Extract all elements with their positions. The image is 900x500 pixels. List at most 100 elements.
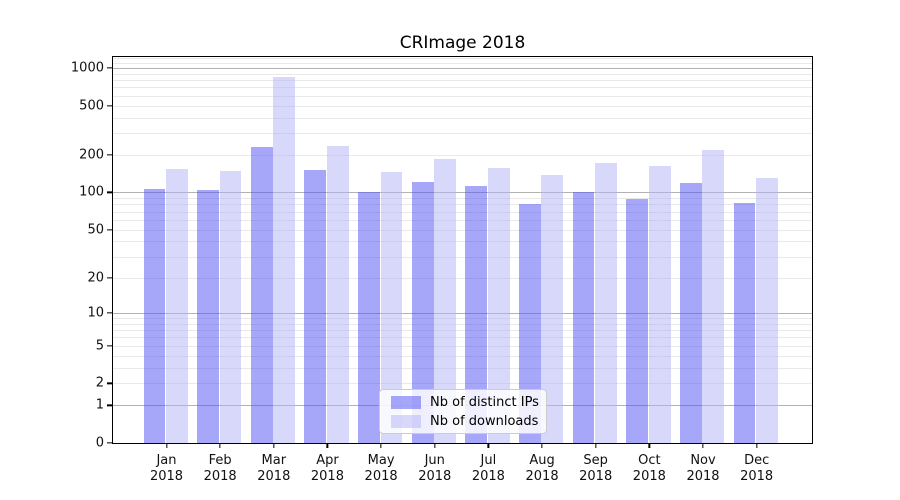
x-tick-label: Oct 2018 bbox=[632, 453, 666, 484]
x-tick-mark bbox=[165, 443, 168, 448]
y-tick-mark bbox=[107, 312, 113, 314]
legend: Nb of distinct IPs Nb of downloads bbox=[379, 389, 547, 434]
x-tick-mark bbox=[755, 443, 758, 448]
legend-label-downloads: Nb of downloads bbox=[430, 413, 539, 429]
legend-item-distinct-ips: Nb of distinct IPs bbox=[380, 395, 546, 410]
y-tick-label: 0 bbox=[95, 435, 104, 451]
y-tick-label: 5 bbox=[95, 338, 104, 354]
y-tick-mark bbox=[107, 382, 113, 385]
minor-gridline bbox=[113, 383, 812, 385]
y-tick-mark bbox=[107, 154, 113, 156]
minor-gridline bbox=[113, 277, 812, 279]
bar-downloads bbox=[595, 162, 617, 443]
y-tick-mark bbox=[107, 191, 113, 194]
minor-gridline bbox=[113, 73, 812, 75]
bar-distinct-ips bbox=[304, 169, 327, 443]
x-tick-label: Jul 2018 bbox=[471, 453, 505, 484]
bar-downloads bbox=[165, 169, 188, 443]
major-gridline bbox=[113, 192, 812, 194]
minor-gridline bbox=[113, 80, 812, 82]
bar-distinct-ips bbox=[411, 181, 434, 443]
major-gridline bbox=[113, 68, 812, 69]
minor-gridline bbox=[113, 87, 812, 89]
bar-downloads bbox=[326, 145, 349, 443]
minor-gridline bbox=[113, 318, 812, 320]
minor-gridline bbox=[113, 117, 812, 119]
x-tick-mark bbox=[648, 443, 650, 448]
plot-area: Nb of distinct IPs Nb of downloads bbox=[112, 56, 813, 444]
x-tick-label: Mar 2018 bbox=[257, 453, 291, 484]
minor-gridline bbox=[113, 211, 812, 213]
minor-gridline bbox=[113, 95, 812, 97]
bar-distinct-ips bbox=[733, 202, 756, 443]
bar-downloads bbox=[273, 77, 295, 443]
y-tick-mark bbox=[107, 442, 113, 444]
x-tick-label: Dec 2018 bbox=[740, 453, 774, 484]
y-tick-label: 1 bbox=[95, 397, 104, 413]
y-tick-mark bbox=[107, 104, 113, 107]
bar-distinct-ips bbox=[465, 186, 488, 443]
y-tick-label: 2 bbox=[95, 375, 104, 391]
y-tick-mark bbox=[107, 228, 113, 231]
y-tick-label: 50 bbox=[87, 222, 104, 238]
legend-swatch-distinct-ips bbox=[391, 395, 421, 409]
legend-swatch-downloads bbox=[391, 414, 421, 428]
x-tick-mark bbox=[273, 443, 275, 448]
y-tick-mark bbox=[107, 404, 113, 407]
minor-gridline bbox=[113, 330, 812, 332]
minor-gridline bbox=[113, 219, 812, 221]
y-tick-label: 200 bbox=[79, 147, 104, 163]
minor-gridline bbox=[113, 323, 812, 325]
x-tick-mark bbox=[219, 443, 221, 448]
bar-downloads bbox=[702, 149, 725, 443]
x-tick-mark bbox=[434, 443, 436, 448]
major-gridline bbox=[113, 312, 812, 314]
x-tick-label: Jan 2018 bbox=[149, 453, 184, 484]
y-tick-mark bbox=[107, 345, 113, 347]
chart-title: CRImage 2018 bbox=[399, 33, 526, 53]
bar-downloads bbox=[487, 167, 510, 443]
minor-gridline bbox=[113, 62, 812, 64]
minor-gridline bbox=[113, 345, 812, 347]
x-tick-label: Apr 2018 bbox=[310, 453, 344, 484]
x-tick-label: Jun 2018 bbox=[418, 453, 452, 484]
minor-gridline bbox=[113, 204, 812, 206]
x-tick-label: Aug 2018 bbox=[525, 453, 559, 484]
bar-downloads bbox=[219, 171, 242, 443]
x-tick-label: Sep 2018 bbox=[579, 453, 613, 484]
x-tick-mark bbox=[380, 443, 382, 448]
x-tick-label: Nov 2018 bbox=[686, 453, 720, 484]
bar-distinct-ips bbox=[143, 189, 166, 443]
bar-distinct-ips bbox=[197, 189, 219, 443]
minor-gridline bbox=[113, 155, 812, 157]
bar-downloads bbox=[648, 165, 671, 443]
x-tick-mark bbox=[595, 443, 597, 448]
minor-gridline bbox=[113, 133, 812, 135]
y-tick-label: 20 bbox=[87, 270, 104, 286]
bar-distinct-ips bbox=[572, 192, 595, 443]
minor-gridline bbox=[113, 367, 812, 369]
minor-gridline bbox=[113, 105, 812, 107]
bar-distinct-ips bbox=[250, 147, 273, 443]
y-tick-mark bbox=[107, 67, 113, 69]
bar-distinct-ips bbox=[519, 203, 541, 443]
x-tick-mark bbox=[541, 443, 543, 448]
y-tick-label: 100 bbox=[79, 184, 104, 200]
minor-gridline bbox=[113, 58, 812, 60]
bar-distinct-ips bbox=[680, 183, 702, 443]
minor-gridline bbox=[113, 256, 812, 258]
bar-downloads bbox=[541, 175, 564, 443]
x-tick-label: May 2018 bbox=[364, 453, 398, 484]
x-tick-mark bbox=[702, 443, 704, 448]
y-tick-label: 10 bbox=[87, 305, 104, 321]
legend-label-distinct-ips: Nb of distinct IPs bbox=[430, 394, 539, 410]
bar-downloads bbox=[380, 172, 403, 443]
minor-gridline bbox=[113, 241, 812, 243]
bar-distinct-ips bbox=[358, 191, 380, 443]
y-tick-mark bbox=[107, 277, 113, 279]
minor-gridline bbox=[113, 229, 812, 231]
bar-downloads bbox=[434, 159, 456, 443]
bar-distinct-ips bbox=[626, 199, 649, 443]
bar-downloads bbox=[756, 178, 778, 443]
